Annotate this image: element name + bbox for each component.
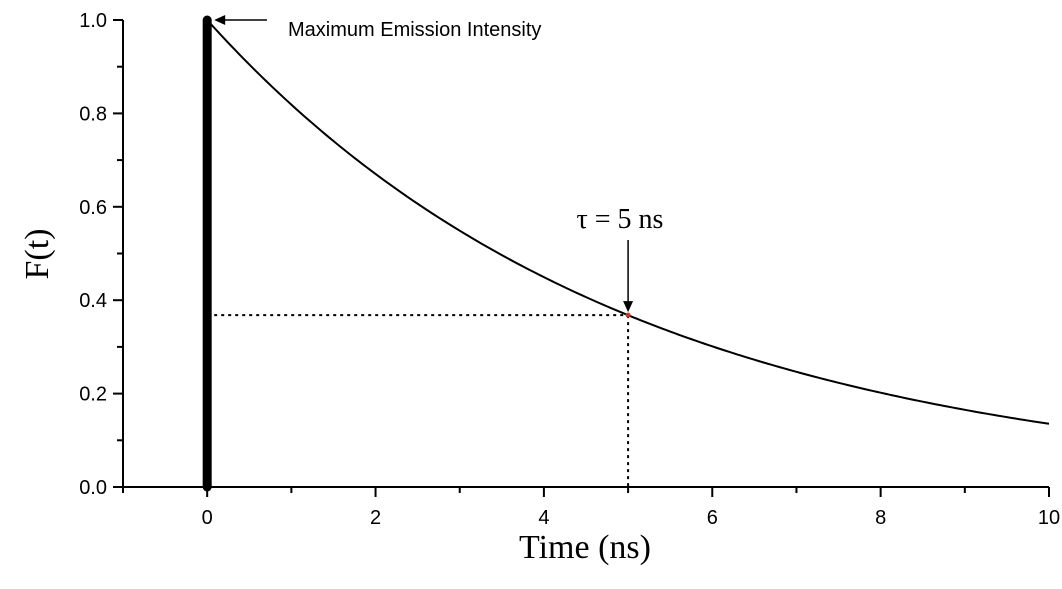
peak-annotation-label: Maximum Emission Intensity (288, 19, 541, 41)
x-tick-label: 8 (875, 507, 886, 529)
tau-arrow-head (623, 301, 634, 313)
x-tick-label: 6 (707, 507, 718, 529)
x-tick-label: 10 (1038, 507, 1060, 529)
x-tick-label: 4 (538, 507, 549, 529)
y-axis-label: F(t) (19, 229, 56, 280)
marks (202, 15, 1050, 492)
y-tick-label: 1.0 (79, 10, 107, 32)
y-tick-label: 0.0 (79, 477, 107, 499)
x-axis-label: Time (ns) (519, 529, 651, 566)
labels: Time (ns) F(t) τ = 5 ns Maximum Emission… (19, 19, 663, 566)
y-tick-label: 0.8 (79, 103, 107, 125)
axes: 0 2 4 6 8 10 0.0 0.2 0.4 0.6 0.8 1.0 (79, 10, 1060, 529)
tau-point (625, 312, 631, 318)
x-tick-label: 2 (370, 507, 381, 529)
y-tick-label: 0.6 (79, 197, 107, 219)
peak-arrow-head (214, 15, 226, 25)
y-tick-label: 0.2 (79, 384, 107, 406)
tau-label: τ = 5 ns (577, 204, 664, 235)
y-tick-label: 0.4 (79, 290, 107, 312)
x-tick-label: 0 (202, 507, 213, 529)
